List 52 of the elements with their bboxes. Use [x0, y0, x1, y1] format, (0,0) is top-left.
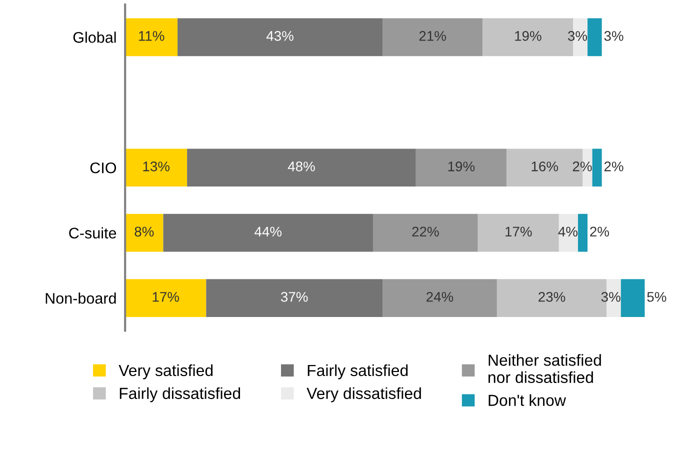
data-label: 24% [426, 292, 454, 302]
data-label: 13% [143, 162, 170, 172]
data-label: 43% [266, 31, 294, 41]
bar [588, 18, 602, 56]
bar [125, 279, 206, 317]
bar [125, 18, 178, 56]
legend-label: Fairly dissatisfied [120, 387, 240, 402]
y-tick-label: C-suite [69, 227, 116, 239]
bar [416, 148, 506, 187]
bar [620, 279, 645, 317]
legend-label: Very dissatisfied [306, 387, 421, 402]
data-label: 3% [604, 31, 624, 41]
bar [382, 279, 497, 317]
bar [382, 18, 483, 56]
data-label: 23% [538, 292, 566, 302]
data-label: 19% [515, 31, 542, 41]
y-tick-label: Global [73, 32, 116, 43]
data-label: 21% [419, 31, 446, 41]
bar [558, 214, 578, 252]
data-label: 17% [506, 226, 532, 237]
bar [372, 214, 478, 252]
bar [178, 18, 383, 56]
data-label: 37% [280, 292, 308, 302]
bar [478, 214, 559, 252]
data-label: 3% [601, 292, 620, 302]
data-label: 17% [152, 292, 180, 302]
legend-label: Fairly satisfied [308, 364, 408, 380]
y-tick-label: CIO [90, 162, 116, 174]
bar [578, 214, 588, 252]
bar [206, 279, 383, 317]
data-label: 11% [138, 31, 164, 41]
data-label: 48% [288, 162, 315, 172]
bar [125, 148, 188, 187]
bar [187, 148, 416, 187]
bar [592, 148, 602, 187]
data-label: 3% [568, 31, 588, 41]
bar [163, 214, 373, 252]
data-label: 5% [647, 292, 666, 302]
data-label: 19% [448, 162, 475, 172]
legend-label: Very satisfied [118, 364, 213, 380]
data-label: 4% [558, 226, 578, 237]
data-label: 2% [572, 162, 592, 172]
y-tick-label: Non-board [46, 292, 116, 304]
data-label: 2% [590, 226, 610, 237]
data-label: 44% [254, 226, 282, 237]
data-label: 16% [532, 162, 558, 172]
data-label: 8% [134, 226, 154, 237]
legend-label: Neither satisfied nor dissatisfied [488, 354, 601, 384]
bar [125, 214, 164, 252]
data-label: 22% [412, 226, 439, 237]
data-label: 2% [604, 162, 624, 172]
legend-label: Don't know [488, 394, 566, 406]
